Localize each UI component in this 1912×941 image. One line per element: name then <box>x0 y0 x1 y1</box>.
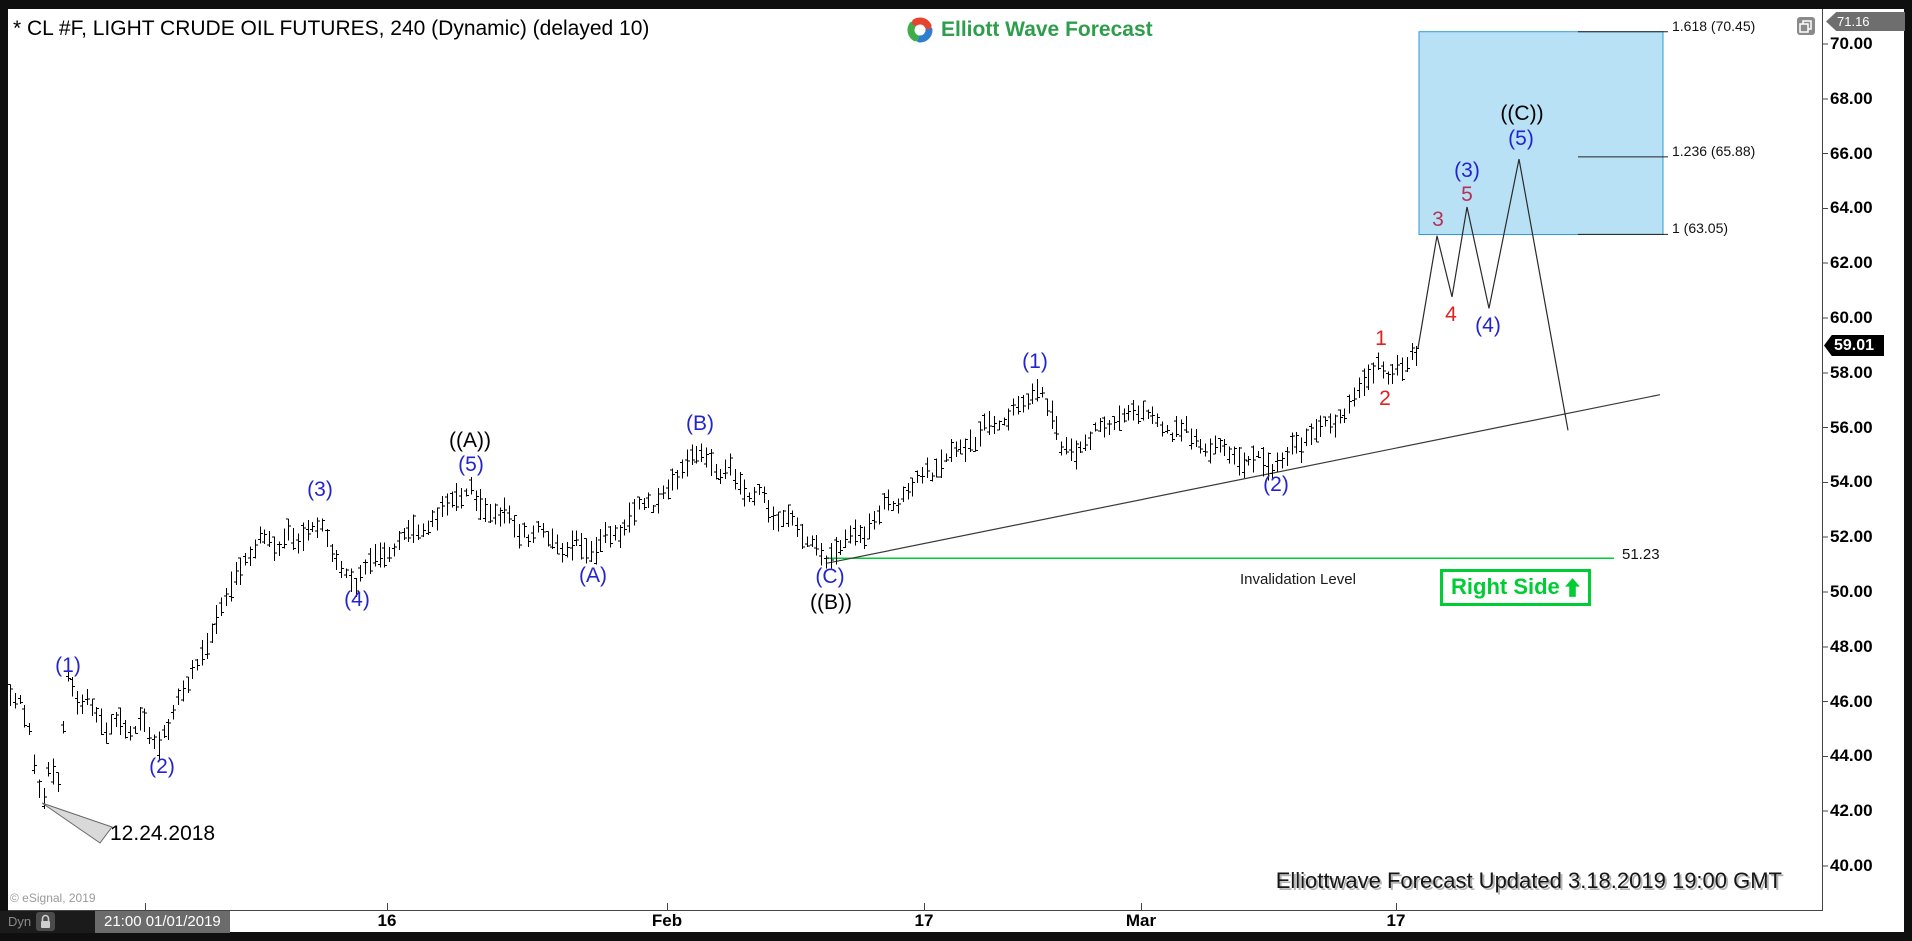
wave-label-2: (2) <box>149 755 175 778</box>
y-axis-label-50: 50.00 <box>1830 582 1873 601</box>
x-axis-label-feb: Feb <box>651 911 683 930</box>
y-axis-label-40: 40.00 <box>1830 856 1873 875</box>
y-axis-label-52: 52.00 <box>1830 527 1873 546</box>
axis-frame <box>8 9 1828 911</box>
y-axis-label-42: 42.00 <box>1830 801 1873 820</box>
wave-label-1: (1) <box>55 654 81 677</box>
x-axis-label-17: 17 <box>914 911 934 930</box>
brand-name: Elliott Wave Forecast <box>941 18 1153 41</box>
right-side-label: Right Side <box>1451 574 1560 599</box>
restore-window-icon[interactable] <box>1797 17 1815 35</box>
fib-level-lines <box>1578 31 1668 235</box>
invalidation-level-label: Invalidation Level <box>1240 571 1356 588</box>
wave-label-2: 2 <box>1379 387 1391 410</box>
y-axis-label-62: 62.00 <box>1830 253 1873 272</box>
x-axis-label-16: 16 <box>377 911 397 930</box>
wave-label-4: (4) <box>1475 314 1501 337</box>
dyn-mode-label: Dyn <box>8 914 32 929</box>
window-frame-bottom <box>0 932 1912 941</box>
right-side-badge: Right Side <box>1440 569 1591 606</box>
window-frame-top <box>0 0 1912 9</box>
window-frame-left <box>0 0 8 941</box>
lock-icon[interactable] <box>36 912 55 931</box>
wave-label-2: (2) <box>1263 473 1289 496</box>
price-bars <box>8 342 1419 809</box>
wave-label-3: (3) <box>307 478 333 501</box>
y-axis-label-66: 66.00 <box>1830 144 1873 163</box>
chart-title: * CL #F, LIGHT CRUDE OIL FUTURES, 240 (D… <box>13 17 650 40</box>
wave-label-b: ((B)) <box>810 591 852 614</box>
x-axis-label-17: 17 <box>1386 911 1406 930</box>
window-frame-right <box>1904 0 1912 941</box>
y-axis-label-44: 44.00 <box>1830 746 1873 765</box>
top-price-tag: 71.16 <box>1826 12 1905 31</box>
invalidation-price-value: 51.23 <box>1622 546 1660 563</box>
bottom-toolbar: Dyn 21:00 01/01/2019 <box>0 911 230 933</box>
brand-swirl-icon <box>907 17 933 43</box>
wave-label-a: ((A)) <box>449 429 491 452</box>
y-axis-label-70: 70.00 <box>1830 34 1873 53</box>
wave-label-5: (5) <box>458 453 484 476</box>
wave-label-a: (A) <box>579 564 607 587</box>
up-arrow-icon <box>1564 577 1580 597</box>
current-price-tag: 59.01 <box>1824 335 1884 356</box>
y-axis-label-46: 46.00 <box>1830 692 1873 711</box>
fib-label-1: 1 (63.05) <box>1672 220 1729 236</box>
brand-logo: Elliott Wave Forecast <box>905 15 1153 45</box>
x-axis-label-mar: Mar <box>1125 911 1157 930</box>
y-axis-label-48: 48.00 <box>1830 637 1873 656</box>
wave-label-3: 3 <box>1432 208 1444 231</box>
y-axis-label-58: 58.00 <box>1830 363 1873 382</box>
fib-target-box <box>1418 31 1664 236</box>
wave-label-b: (B) <box>686 412 714 435</box>
y-axis-label-56: 56.00 <box>1830 418 1873 437</box>
forecast-wave-path <box>1417 158 1569 431</box>
y-axis-label-54: 54.00 <box>1830 472 1873 491</box>
fib-label-1.618: 1.618 (70.45) <box>1672 18 1756 34</box>
wave-label-1: (1) <box>1022 350 1048 373</box>
wave-label-5: (5) <box>1508 127 1534 150</box>
datetime-indicator[interactable]: 21:00 01/01/2019 <box>95 911 230 933</box>
wave-label-4: (4) <box>344 588 370 611</box>
wave-label-c: (C) <box>815 565 845 588</box>
fib-label-1.236: 1.236 (65.88) <box>1672 143 1756 159</box>
wave-label-1: 1 <box>1375 327 1387 350</box>
update-note: Elliottwave Forecast Updated 3.18.2019 1… <box>1275 868 1782 893</box>
trendline[interactable] <box>826 394 1661 564</box>
wave-label-c: ((C)) <box>1500 102 1544 125</box>
y-axis-label-68: 68.00 <box>1830 89 1873 108</box>
wave-label-4: 4 <box>1445 303 1457 326</box>
wave-label-3: (3) <box>1454 159 1480 182</box>
copyright-note: © eSignal, 2019 <box>10 891 96 905</box>
wave-label-5: 5 <box>1461 183 1473 206</box>
y-axis-label-64: 64.00 <box>1830 198 1873 217</box>
low-date-flag <box>41 802 113 844</box>
y-axis-label-60: 60.00 <box>1830 308 1873 327</box>
low-date-label: 12.24.2018 <box>110 822 216 845</box>
